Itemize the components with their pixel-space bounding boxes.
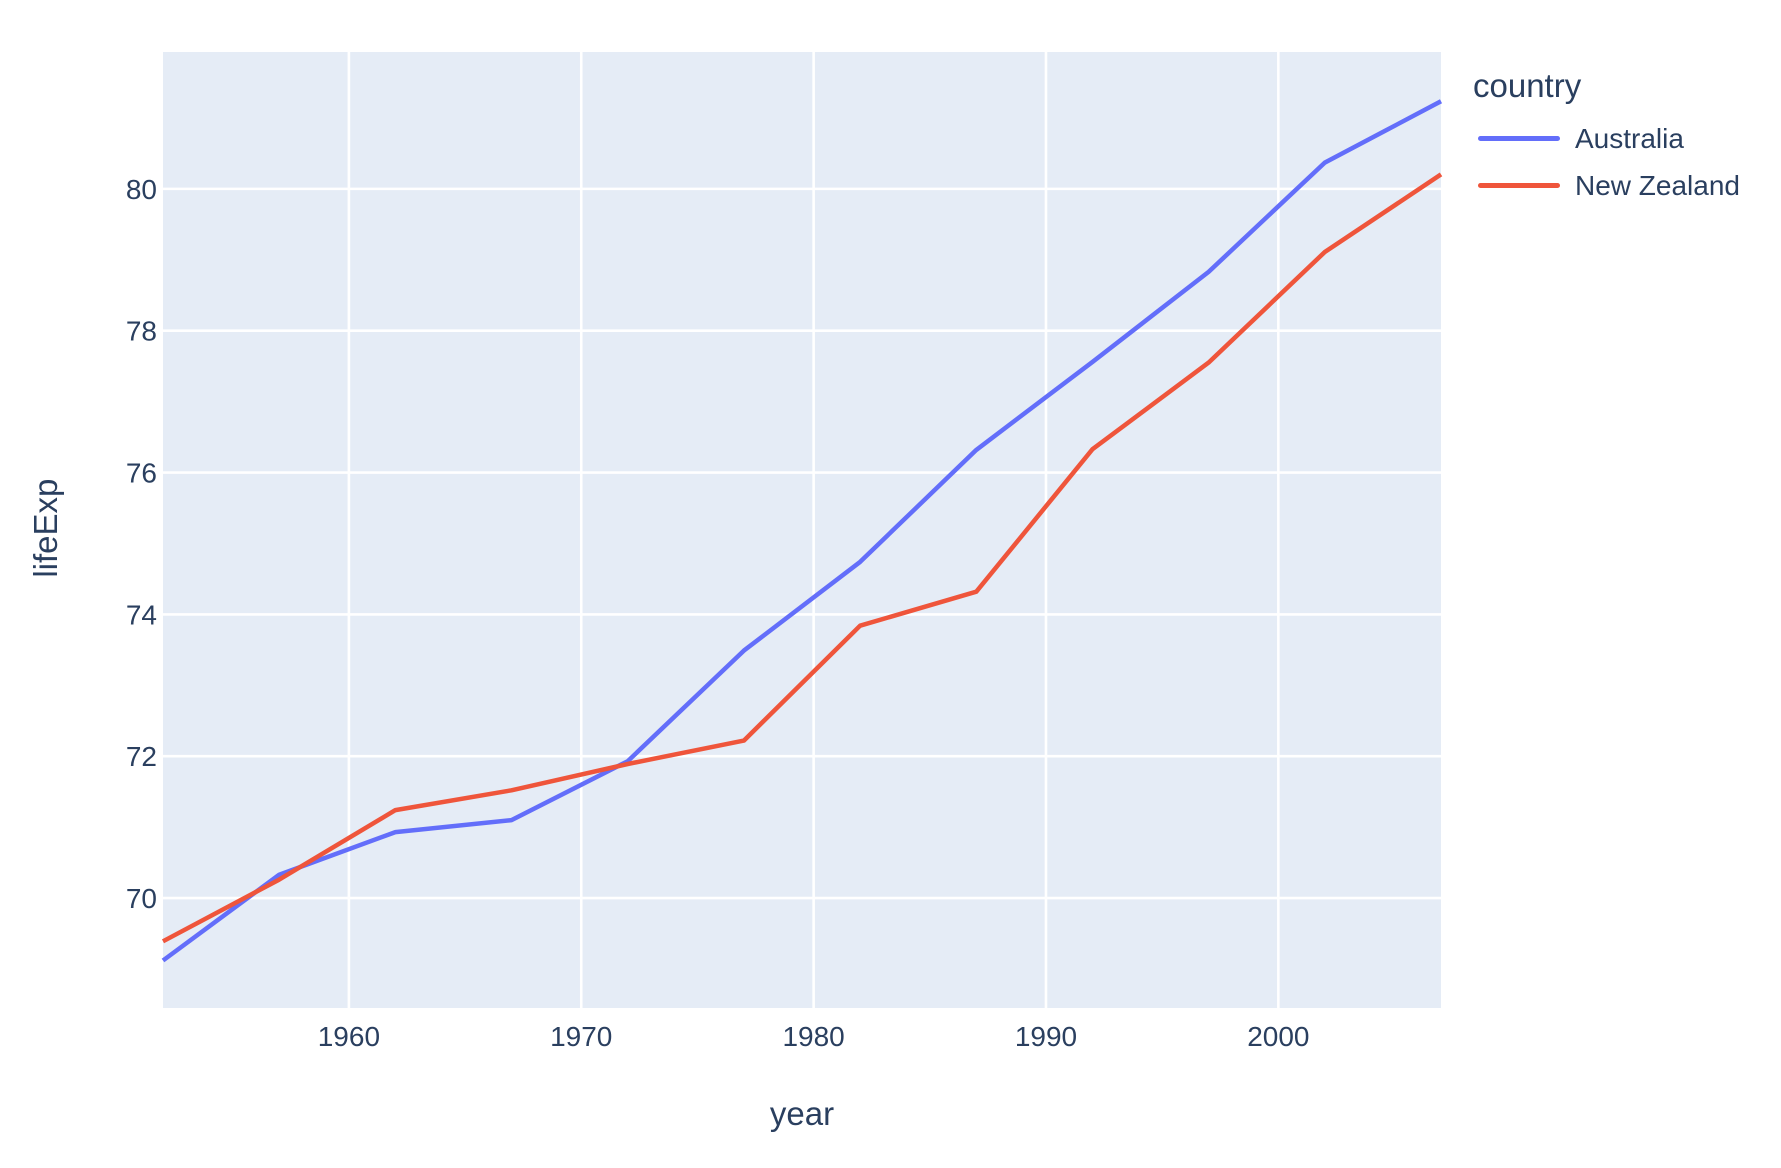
y-tick-label: 70 xyxy=(126,883,157,914)
y-tick-label: 72 xyxy=(126,741,157,772)
series-line-new-zealand xyxy=(161,172,1443,944)
x-axis-title: year xyxy=(769,1095,835,1132)
y-axis-title: lifeExp xyxy=(26,478,64,578)
legend-item-australia[interactable]: Australia xyxy=(1473,115,1740,162)
series-line-australia xyxy=(161,99,1443,963)
x-tick-label: 2000 xyxy=(1247,1021,1309,1052)
x-tick-label: 1960 xyxy=(318,1021,380,1052)
x-tick-label: 1990 xyxy=(1015,1021,1077,1052)
y-tick-label: 74 xyxy=(126,599,157,630)
x-tick-label: 1980 xyxy=(782,1021,844,1052)
legend-label: Australia xyxy=(1575,122,1684,154)
y-tick-label: 80 xyxy=(126,174,157,205)
x-tick-label: 1970 xyxy=(550,1021,612,1052)
plot-area[interactable] xyxy=(163,52,1441,1008)
legend-label: New Zealand xyxy=(1575,169,1740,201)
legend-items: Australia New Zealand xyxy=(1473,108,1740,209)
legend-swatch-new-zealand xyxy=(1478,183,1560,188)
legend-swatch-australia xyxy=(1478,136,1560,141)
y-tick-label: 78 xyxy=(126,316,157,347)
legend: country Australia New Zealand xyxy=(1473,64,1740,209)
legend-title: country xyxy=(1473,67,1582,104)
y-tick-label: 76 xyxy=(126,458,157,489)
legend-item-new-zealand[interactable]: New Zealand xyxy=(1473,162,1740,209)
